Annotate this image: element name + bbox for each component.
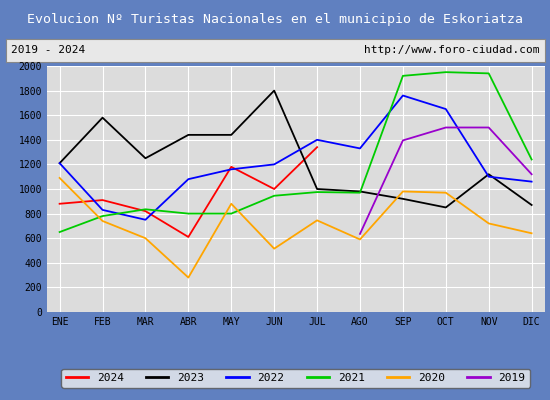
Text: Evolucion Nº Turistas Nacionales en el municipio de Eskoriatza: Evolucion Nº Turistas Nacionales en el m… bbox=[27, 12, 523, 26]
Text: 2019 - 2024: 2019 - 2024 bbox=[11, 45, 85, 55]
Text: http://www.foro-ciudad.com: http://www.foro-ciudad.com bbox=[364, 45, 539, 55]
Legend: 2024, 2023, 2022, 2021, 2020, 2019: 2024, 2023, 2022, 2021, 2020, 2019 bbox=[61, 369, 530, 388]
